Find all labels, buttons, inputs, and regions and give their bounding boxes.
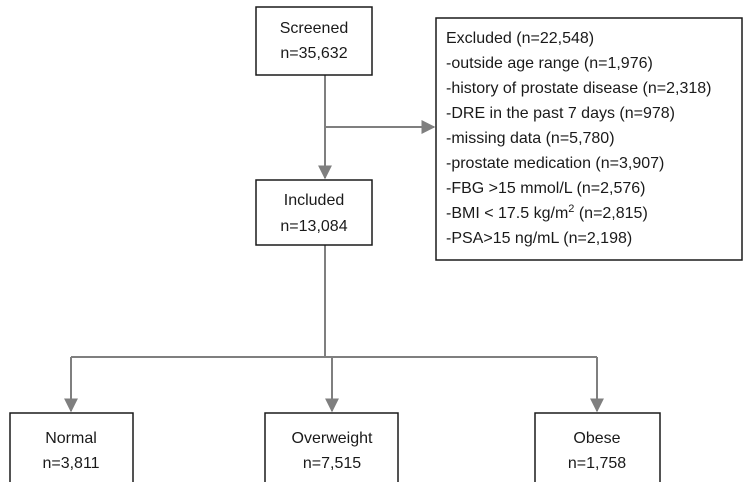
- exclusion-item: -outside age range (n=1,976): [446, 55, 653, 72]
- exclusion-item: -history of prostate disease (n=2,318): [446, 80, 711, 97]
- node-label: Included: [284, 192, 345, 209]
- node-count: n=3,811: [42, 455, 99, 472]
- exclusion-item: -DRE in the past 7 days (n=978): [446, 105, 675, 122]
- node-count: n=35,632: [280, 45, 347, 62]
- node-label: Obese: [573, 430, 620, 447]
- exclusion-box: [435, 17, 743, 261]
- exclusion-title: Excluded (n=22,548): [446, 30, 594, 47]
- node-box: [9, 412, 134, 482]
- node-box: [255, 179, 373, 246]
- exclusion-item-text: -BMI < 17.5 kg/m: [446, 205, 568, 222]
- node-box: [255, 6, 373, 76]
- exclusion-item: -FBG >15 mmol/L (n=2,576): [446, 180, 646, 197]
- node-count: n=13,084: [280, 218, 347, 235]
- superscript: 2: [568, 203, 574, 215]
- exclusion-item: -PSA>15 ng/mL (n=2,198): [446, 230, 632, 247]
- exclusion-item-count: (n=2,815): [574, 205, 647, 222]
- node-label: Normal: [45, 430, 97, 447]
- node-box: [264, 412, 399, 482]
- exclusion-item: -prostate medication (n=3,907): [446, 155, 664, 172]
- exclusion-list: Excluded (n=22,548) -outside age range (…: [446, 30, 711, 247]
- node-count: n=7,515: [303, 455, 361, 472]
- node-label: Screened: [280, 20, 349, 37]
- node-label: Overweight: [292, 430, 373, 447]
- node-box: [534, 412, 661, 482]
- exclusion-item: -BMI < 17.5 kg/m2 (n=2,815): [446, 203, 648, 222]
- exclusion-item: -missing data (n=5,780): [446, 130, 615, 147]
- node-count: n=1,758: [568, 455, 626, 472]
